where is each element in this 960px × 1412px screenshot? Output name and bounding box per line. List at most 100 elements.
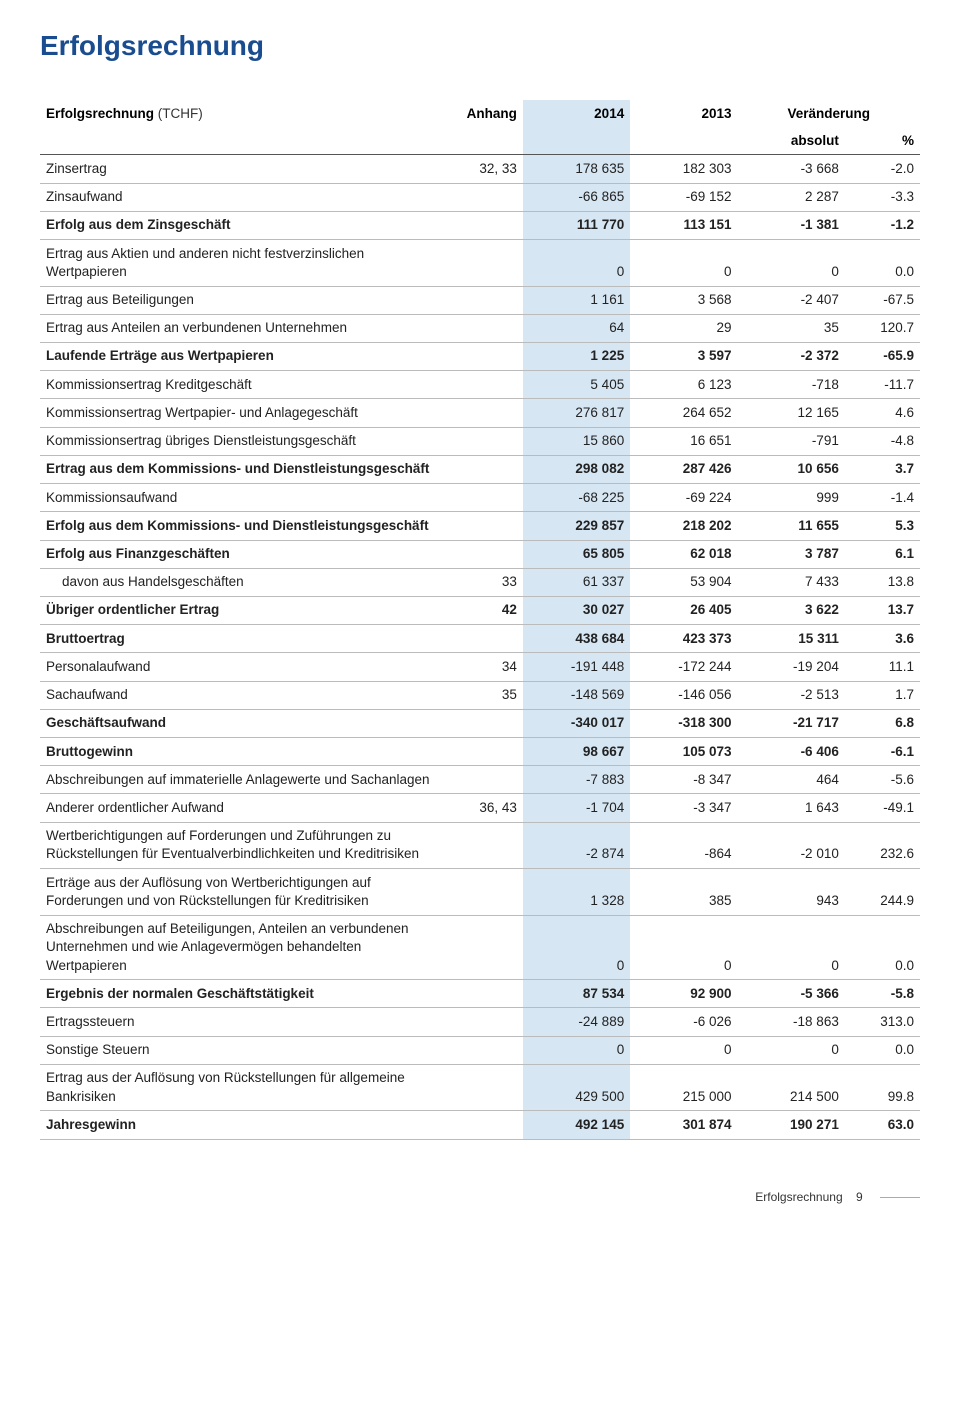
table-row: Geschäftsaufwand-340 017-318 300-21 7176… bbox=[40, 709, 920, 737]
cell-anhang bbox=[448, 399, 523, 427]
cell-anhang: 42 bbox=[448, 596, 523, 624]
cell-abs: -21 717 bbox=[738, 709, 845, 737]
table-row: Erfolg aus dem Kommissions- und Dienstle… bbox=[40, 512, 920, 540]
table-row: Kommissionsertrag Wertpapier- und Anlage… bbox=[40, 399, 920, 427]
cell-pct: -4.8 bbox=[845, 427, 920, 455]
cell-2013: 218 202 bbox=[630, 512, 737, 540]
cell-2013: 113 151 bbox=[630, 211, 737, 239]
cell-abs: -1 381 bbox=[738, 211, 845, 239]
cell-abs: 7 433 bbox=[738, 568, 845, 596]
cell-anhang bbox=[448, 314, 523, 342]
table-row: Wertberichtigungen auf Forderungen und Z… bbox=[40, 822, 920, 868]
cell-pct: -5.6 bbox=[845, 766, 920, 794]
cell-2014: -66 865 bbox=[523, 183, 630, 211]
cell-2013: -172 244 bbox=[630, 653, 737, 681]
cell-2013: 0 bbox=[630, 1036, 737, 1064]
cell-2014: 64 bbox=[523, 314, 630, 342]
page-footer: Erfolgsrechnung 9 bbox=[40, 1190, 920, 1204]
cell-pct: 0.0 bbox=[845, 1036, 920, 1064]
cell-pct: -2.0 bbox=[845, 155, 920, 183]
cell-pct: 1.7 bbox=[845, 681, 920, 709]
cell-pct: -65.9 bbox=[845, 342, 920, 370]
cell-label: Kommissionsertrag übriges Dienstleistung… bbox=[40, 427, 448, 455]
table-row: Sachaufwand35-148 569-146 056-2 5131.7 bbox=[40, 681, 920, 709]
table-row: Jahresgewinn492 145301 874190 27163.0 bbox=[40, 1111, 920, 1139]
cell-2013: 264 652 bbox=[630, 399, 737, 427]
th-label: Erfolgsrechnung (TCHF) bbox=[40, 100, 448, 127]
cell-pct: 11.1 bbox=[845, 653, 920, 681]
cell-pct: 6.8 bbox=[845, 709, 920, 737]
cell-2013: -6 026 bbox=[630, 1008, 737, 1036]
cell-label: Übriger ordentlicher Ertrag bbox=[40, 596, 448, 624]
cell-abs: 943 bbox=[738, 869, 845, 915]
cell-label: Erfolg aus dem Kommissions- und Dienstle… bbox=[40, 512, 448, 540]
cell-2013: 26 405 bbox=[630, 596, 737, 624]
table-row: Erträge aus der Auflösung von Wertberich… bbox=[40, 869, 920, 915]
cell-2013: 287 426 bbox=[630, 455, 737, 483]
cell-2013: 6 123 bbox=[630, 371, 737, 399]
cell-2014: -2 874 bbox=[523, 822, 630, 868]
cell-label: Personalaufwand bbox=[40, 653, 448, 681]
cell-abs: 2 287 bbox=[738, 183, 845, 211]
th-unit: (TCHF) bbox=[158, 106, 203, 121]
cell-label: Geschäftsaufwand bbox=[40, 709, 448, 737]
table-row: Abschreibungen auf Beteiligungen, Anteil… bbox=[40, 915, 920, 980]
cell-pct: 13.7 bbox=[845, 596, 920, 624]
cell-pct: -67.5 bbox=[845, 286, 920, 314]
cell-label: Ertrag aus dem Kommissions- und Dienstle… bbox=[40, 455, 448, 483]
cell-label: Erfolg aus dem Zinsgeschäft bbox=[40, 211, 448, 239]
cell-anhang bbox=[448, 211, 523, 239]
cell-abs: -718 bbox=[738, 371, 845, 399]
cell-abs: 35 bbox=[738, 314, 845, 342]
cell-2013: -864 bbox=[630, 822, 737, 868]
cell-pct: -6.1 bbox=[845, 738, 920, 766]
cell-label: Jahresgewinn bbox=[40, 1111, 448, 1139]
cell-2014: 429 500 bbox=[523, 1064, 630, 1110]
cell-pct: 6.1 bbox=[845, 540, 920, 568]
cell-2014: 178 635 bbox=[523, 155, 630, 183]
cell-2013: -8 347 bbox=[630, 766, 737, 794]
cell-label: Laufende Erträge aus Wertpapieren bbox=[40, 342, 448, 370]
cell-pct: 0.0 bbox=[845, 240, 920, 286]
cell-anhang bbox=[448, 709, 523, 737]
cell-anhang bbox=[448, 240, 523, 286]
cell-2013: -69 152 bbox=[630, 183, 737, 211]
cell-2013: 423 373 bbox=[630, 625, 737, 653]
cell-anhang: 36, 43 bbox=[448, 794, 523, 822]
table-row: Ertrag aus Beteiligungen1 1613 568-2 407… bbox=[40, 286, 920, 314]
cell-label: Kommissionsertrag Wertpapier- und Anlage… bbox=[40, 399, 448, 427]
th-abs: absolut bbox=[738, 127, 845, 155]
table-row: Abschreibungen auf immaterielle Anlagewe… bbox=[40, 766, 920, 794]
table-row: Erfolg aus dem Zinsgeschäft111 770113 15… bbox=[40, 211, 920, 239]
cell-2013: -69 224 bbox=[630, 484, 737, 512]
cell-2014: -24 889 bbox=[523, 1008, 630, 1036]
cell-2014: 30 027 bbox=[523, 596, 630, 624]
cell-label: Abschreibungen auf Beteiligungen, Anteil… bbox=[40, 915, 448, 980]
cell-abs: -5 366 bbox=[738, 980, 845, 1008]
cell-abs: 10 656 bbox=[738, 455, 845, 483]
cell-2014: -148 569 bbox=[523, 681, 630, 709]
table-row: Personalaufwand34-191 448-172 244-19 204… bbox=[40, 653, 920, 681]
footer-label: Erfolgsrechnung bbox=[755, 1190, 842, 1204]
cell-label: Ertrag aus Anteilen an verbundenen Unter… bbox=[40, 314, 448, 342]
cell-pct: 13.8 bbox=[845, 568, 920, 596]
cell-pct: 99.8 bbox=[845, 1064, 920, 1110]
cell-label: Bruttogewinn bbox=[40, 738, 448, 766]
cell-2013: 182 303 bbox=[630, 155, 737, 183]
cell-pct: 63.0 bbox=[845, 1111, 920, 1139]
cell-2013: -3 347 bbox=[630, 794, 737, 822]
table-row: Sonstige Steuern0000.0 bbox=[40, 1036, 920, 1064]
cell-label: Erträge aus der Auflösung von Wertberich… bbox=[40, 869, 448, 915]
cell-2013: -318 300 bbox=[630, 709, 737, 737]
cell-2014: 229 857 bbox=[523, 512, 630, 540]
cell-2014: 0 bbox=[523, 240, 630, 286]
cell-2013: 16 651 bbox=[630, 427, 737, 455]
cell-abs: 0 bbox=[738, 915, 845, 980]
table-row: Ertrag aus Anteilen an verbundenen Unter… bbox=[40, 314, 920, 342]
th-change: Veränderung bbox=[738, 100, 920, 127]
cell-anhang bbox=[448, 1036, 523, 1064]
cell-abs: -2 010 bbox=[738, 822, 845, 868]
table-row: Kommissionsaufwand-68 225-69 224999-1.4 bbox=[40, 484, 920, 512]
cell-abs: 190 271 bbox=[738, 1111, 845, 1139]
th-anhang: Anhang bbox=[448, 100, 523, 127]
